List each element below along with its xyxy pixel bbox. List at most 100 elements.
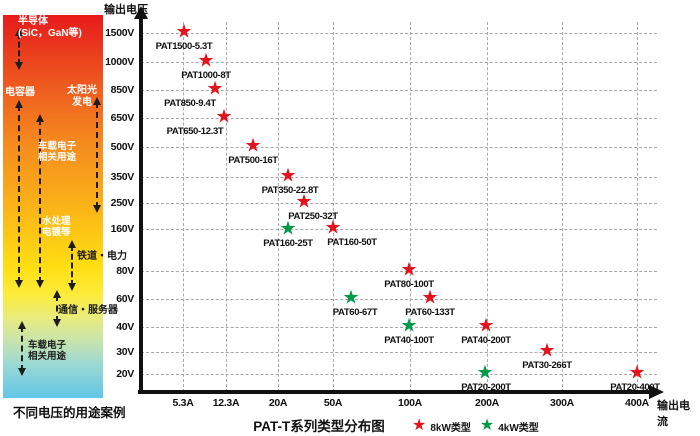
arrow-up-icon	[68, 240, 76, 248]
data-point-label: PAT160-25T	[263, 238, 313, 249]
data-point-label: PAT30-266T	[522, 360, 572, 371]
usage-range-arrow-line	[56, 295, 58, 322]
data-point-star-icon: ★	[538, 340, 556, 362]
y-tick-label: 850V	[110, 84, 135, 96]
h-gridline	[141, 177, 657, 178]
usage-range-arrow-line	[39, 119, 41, 283]
label-automotive-top-line: 车载电子	[38, 141, 77, 152]
y-tick-label: 40V	[116, 321, 134, 333]
label-water-treatment: 水处理 电镀等	[42, 216, 71, 238]
h-gridline	[141, 90, 657, 91]
data-point-label: PAT1000-8T	[181, 70, 231, 81]
arrow-up-icon	[36, 114, 44, 122]
label-railway-power-line: 铁道・电力	[77, 251, 127, 262]
y-tick-label: 350V	[110, 171, 135, 183]
h-gridline	[141, 33, 657, 34]
label-semiconductor: 半导体 (SiC，GaN等)	[18, 16, 82, 40]
label-railway-power: 铁道・电力	[77, 251, 127, 263]
label-telecom-server-line: 通信・服务器	[58, 305, 118, 316]
label-capacitor-line: 电容器	[5, 87, 35, 98]
usage-range-arrow-line	[21, 326, 23, 371]
data-point-star-icon: ★	[244, 135, 262, 157]
v-gridline	[183, 22, 184, 392]
label-automotive-bottom-line: 车载电子	[28, 340, 67, 351]
data-point-star-icon: ★	[295, 191, 313, 213]
data-point-star-icon: ★	[279, 165, 297, 187]
x-tick-label: 200A	[475, 397, 499, 409]
h-gridline	[141, 147, 657, 148]
y-tick-label: 500V	[110, 141, 135, 153]
x-tick-label: 400A	[625, 397, 649, 409]
data-point-label: PAT500-16T	[228, 155, 278, 166]
v-gridline	[278, 22, 279, 392]
legend-star-icon: ★	[412, 417, 427, 434]
arrow-down-icon	[36, 280, 44, 288]
arrow-down-icon	[93, 205, 101, 213]
legend-item: ★ 4kW类型	[480, 418, 539, 434]
y-tick-label: 1000V	[105, 56, 134, 68]
legend-star-icon: ★	[479, 417, 495, 434]
label-automotive-bottom-line: 相关用途	[28, 351, 67, 363]
x-tick-label: 100A	[398, 397, 422, 409]
v-gridline	[226, 22, 227, 392]
legend-item: ★ 8kW类型	[412, 418, 471, 434]
label-capacitor: 电容器	[5, 87, 35, 99]
data-point-label: PAT60-67T	[332, 307, 378, 318]
chart-title: PAT-T系列类型分布图	[253, 419, 385, 434]
data-point-star-icon: ★	[279, 218, 297, 240]
h-gridline	[141, 327, 657, 328]
data-point-star-icon: ★	[476, 362, 494, 384]
data-point-star-icon: ★	[400, 259, 418, 281]
data-point-label: PAT40-100T	[384, 335, 434, 346]
usage-range-arrow-line	[71, 245, 73, 286]
x-tick-label: 12.3A	[212, 397, 240, 409]
arrow-up-icon	[18, 321, 26, 329]
y-tick-label: 30V	[116, 346, 134, 358]
label-water-treatment-line: 水处理	[42, 216, 71, 227]
y-tick-label: 80V	[116, 265, 134, 277]
data-point-star-icon: ★	[175, 21, 193, 43]
usage-range-arrow-line	[18, 105, 20, 283]
arrow-down-icon	[15, 280, 23, 288]
y-tick-label: 250V	[110, 197, 135, 209]
v-gridline	[410, 22, 411, 392]
usage-caption: 不同电压的用途案例	[13, 406, 126, 420]
data-point-label: PAT250-32T	[288, 211, 338, 222]
data-point-label: PAT40-200T	[461, 335, 511, 346]
data-point-label: PAT20-200T	[461, 382, 511, 393]
arrow-down-icon	[68, 283, 76, 291]
label-telecom-server: 通信・服务器	[58, 305, 118, 317]
h-gridline	[141, 203, 657, 204]
label-solar: 太阳光 发电	[64, 85, 100, 109]
data-point-label: PAT350-22.8T	[261, 185, 319, 196]
label-solar-line: 太阳光	[67, 85, 97, 96]
arrow-up-icon	[53, 290, 61, 298]
data-point-star-icon: ★	[324, 217, 342, 239]
data-point-label: PAT160-50T	[327, 237, 377, 248]
arrow-down-icon	[18, 368, 26, 376]
legend-label: 4kW类型	[498, 422, 539, 434]
x-tick-label: 50A	[323, 397, 343, 409]
label-semiconductor-line: (SiC，GaN等)	[18, 27, 82, 39]
y-tick-label: 60V	[116, 293, 134, 305]
data-point-star-icon: ★	[421, 287, 439, 309]
x-axis-title: 输出电流	[657, 400, 690, 428]
label-automotive-top: 车载电子 相关用途	[38, 141, 76, 163]
v-gridline	[487, 22, 488, 392]
data-point-star-icon: ★	[400, 315, 418, 337]
data-point-star-icon: ★	[197, 50, 215, 72]
data-point-label: PAT80-100T	[384, 279, 434, 290]
data-point-label: PAT850-9.4T	[164, 98, 216, 109]
x-axis-line	[138, 390, 651, 394]
arrow-up-icon	[15, 100, 23, 108]
label-water-treatment-line: 电镀等	[42, 227, 71, 239]
arrow-down-icon	[53, 319, 61, 327]
x-axis-arrowhead-icon	[649, 385, 664, 399]
data-point-label: PAT60-133T	[405, 307, 455, 318]
data-point-star-icon: ★	[342, 287, 360, 309]
label-semiconductor-line: 半导体	[18, 16, 48, 27]
v-gridline	[637, 22, 638, 392]
x-tick-label: 300A	[550, 397, 574, 409]
h-gridline	[141, 271, 657, 272]
